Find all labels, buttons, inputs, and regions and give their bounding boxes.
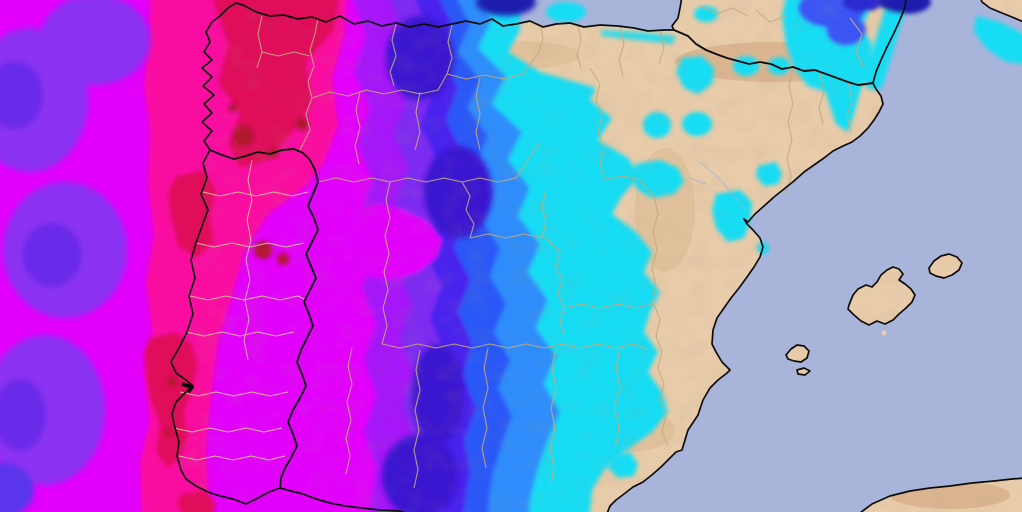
province-boundary (563, 303, 653, 309)
province-boundary (311, 73, 448, 99)
province-boundary (354, 91, 361, 165)
tagus-estuary (181, 382, 194, 394)
province-boundary (538, 22, 544, 53)
national-borders (181, 29, 874, 489)
district-boundary (243, 159, 253, 361)
province-boundary (413, 349, 421, 489)
province-boundary (576, 24, 582, 69)
cyan-cell (546, 2, 586, 22)
precip-darkred-spot (167, 377, 177, 387)
province-boundary (849, 17, 865, 69)
province-boundary (317, 141, 541, 183)
portugal-spain-border (209, 148, 319, 489)
province-boundary (475, 77, 481, 151)
precip-darkred-spot (164, 429, 172, 437)
provence-cyan (974, 16, 1022, 64)
province-boundary (549, 347, 557, 485)
province-boundary (414, 91, 421, 151)
province-boundary (618, 25, 625, 77)
province-boundary (446, 51, 540, 80)
province-boundary (345, 347, 353, 475)
district-boundary (178, 455, 286, 461)
france-spain-border (673, 29, 874, 86)
province-boundary (604, 175, 655, 197)
district-boundary (179, 391, 289, 397)
province-boundary (261, 51, 311, 57)
province-boundary (256, 15, 263, 69)
province-boundary (381, 343, 649, 351)
province-boundary (389, 23, 397, 87)
landmasses (171, 0, 1022, 512)
province-boundary (846, 81, 853, 133)
province-boundary (589, 67, 606, 181)
province-boundary (614, 347, 621, 449)
portugal-district-boundaries (173, 159, 309, 461)
province-boundary (658, 29, 665, 65)
province-boundary (651, 195, 659, 305)
river-segment (689, 177, 707, 185)
province-boundary (461, 181, 547, 239)
province-boundary (299, 17, 319, 151)
province-boundary (653, 303, 669, 447)
district-boundary (195, 242, 305, 248)
province-boundary (481, 347, 489, 469)
ebro-river (699, 161, 747, 211)
precip-ocean-blotches (0, 0, 150, 512)
district-boundary (173, 427, 283, 433)
province-boundary (818, 73, 825, 125)
province-boundary (381, 181, 391, 345)
province-boundary (446, 24, 453, 75)
province-boundary (699, 5, 749, 17)
province-boundary (785, 66, 794, 195)
precip-crimson-algarve (176, 490, 216, 512)
district-boundary (189, 295, 307, 301)
rivers (689, 161, 747, 211)
province-boundaries (256, 5, 865, 489)
province-boundary (545, 237, 565, 337)
cabrera-islet (881, 330, 887, 336)
province-boundary (755, 9, 787, 23)
district-boundary (185, 331, 295, 337)
district-boundary (202, 191, 309, 197)
